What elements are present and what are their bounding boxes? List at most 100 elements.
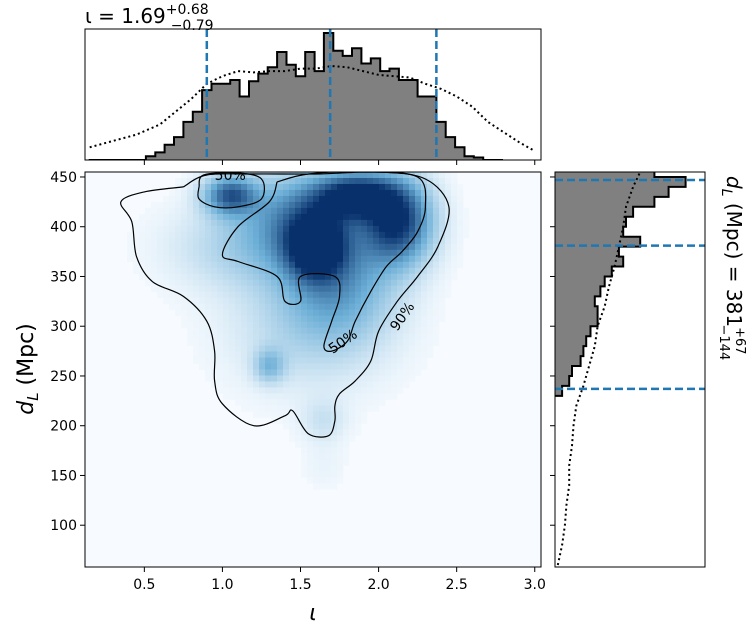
heatmap-cell <box>241 333 248 341</box>
heatmap-cell <box>313 363 320 370</box>
heatmap-cell <box>187 243 194 251</box>
heatmap-cell <box>319 297 326 305</box>
heatmap-cell <box>355 309 362 317</box>
heatmap-cell <box>151 243 158 251</box>
heatmap-cell <box>193 285 200 293</box>
heatmap-cell <box>433 333 440 341</box>
heatmap-cell <box>247 297 254 305</box>
heatmap-cell <box>391 213 398 221</box>
heatmap-cell <box>301 172 308 179</box>
heatmap-cell <box>247 309 254 317</box>
heatmap-cell <box>187 219 194 227</box>
heatmap-cell <box>223 315 230 323</box>
heatmap-cell <box>325 291 332 299</box>
heatmap-cell <box>319 249 326 257</box>
heatmap-cell <box>403 303 410 311</box>
heatmap-cell <box>355 351 362 359</box>
heatmap-cell <box>397 345 404 353</box>
heatmap-cell <box>307 459 314 466</box>
heatmap-cell <box>229 297 236 305</box>
x-tick-label: 1.0 <box>211 577 233 593</box>
heatmap-cell <box>211 333 218 341</box>
heatmap-cell <box>289 243 296 251</box>
heatmap-cell <box>271 315 278 323</box>
heatmap-cell <box>331 255 338 263</box>
heatmap-cell <box>229 363 236 370</box>
heatmap-cell <box>397 219 404 227</box>
heatmap-cell <box>289 237 296 245</box>
heatmap-cell <box>199 285 206 293</box>
heatmap-cell <box>421 267 428 275</box>
heatmap-cell <box>145 225 152 233</box>
heatmap-cell <box>301 351 308 359</box>
heatmap-cell <box>343 177 350 185</box>
heatmap-cell <box>241 297 248 305</box>
heatmap-cell <box>283 255 290 263</box>
heatmap-cell <box>241 357 248 365</box>
heatmap-cell <box>445 207 452 215</box>
heatmap-cell <box>391 225 398 233</box>
heatmap-cell <box>247 381 254 388</box>
heatmap-cell <box>445 291 452 299</box>
heatmap-cell <box>235 327 242 335</box>
heatmap-cell <box>289 351 296 359</box>
heatmap-cell <box>175 309 182 317</box>
heatmap-cell <box>319 315 326 323</box>
heatmap-cell <box>301 357 308 365</box>
heatmap-cell <box>325 393 332 400</box>
heatmap-cell <box>265 405 272 412</box>
main-density-panel: 50%50%90% 0.5 1.0 1.5 2.0 2.5 3.0 10015020025… <box>14 168 546 626</box>
heatmap-cell <box>259 399 266 406</box>
heatmap-cell <box>193 249 200 257</box>
heatmap-cell <box>445 285 452 293</box>
heatmap-cell <box>355 213 362 221</box>
heatmap-cell <box>205 183 212 191</box>
contour-label: 50% <box>215 168 246 184</box>
heatmap-cell <box>415 333 422 341</box>
heatmap-cell <box>331 381 338 388</box>
heatmap-cell <box>271 297 278 305</box>
heatmap-cell <box>385 243 392 251</box>
heatmap-cell <box>373 393 380 400</box>
heatmap-cell <box>409 309 416 317</box>
heatmap-cell <box>175 243 182 251</box>
heatmap-cell <box>367 339 374 347</box>
heatmap-cell <box>265 321 272 329</box>
heatmap-cell <box>205 309 212 317</box>
heatmap-cell <box>439 219 446 227</box>
heatmap-cell <box>331 465 338 472</box>
heatmap-cell <box>301 447 308 454</box>
heatmap-cell <box>259 201 266 209</box>
heatmap-cell <box>313 172 320 179</box>
heatmap-cell <box>247 405 254 412</box>
heatmap-cell <box>223 207 230 215</box>
heatmap-cell <box>397 172 404 179</box>
heatmap-cell <box>331 243 338 251</box>
heatmap-cell <box>247 351 254 359</box>
heatmap-cell <box>331 369 338 376</box>
heatmap-cell <box>373 363 380 370</box>
heatmap-cell <box>379 357 386 365</box>
heatmap-cell <box>355 261 362 269</box>
heatmap-cell <box>421 339 428 347</box>
heatmap-cell <box>433 225 440 233</box>
heatmap-cell <box>289 315 296 323</box>
heatmap-cell <box>343 363 350 370</box>
heatmap-cell <box>199 339 206 347</box>
heatmap-cell <box>367 273 374 281</box>
heatmap-cell <box>193 195 200 203</box>
heatmap-cell <box>235 225 242 233</box>
heatmap-cell <box>301 261 308 269</box>
heatmap-cell <box>211 255 218 263</box>
heatmap-cell <box>157 243 164 251</box>
heatmap-cell <box>265 303 272 311</box>
heatmap-cell <box>265 249 272 257</box>
heatmap-cell <box>391 303 398 311</box>
heatmap-cell <box>349 315 356 323</box>
heatmap-cell <box>259 285 266 293</box>
heatmap-cell <box>259 219 266 227</box>
heatmap-cell <box>313 327 320 335</box>
heatmap-cell <box>367 297 374 305</box>
heatmap-cell <box>379 201 386 209</box>
heatmap-cell <box>439 291 446 299</box>
